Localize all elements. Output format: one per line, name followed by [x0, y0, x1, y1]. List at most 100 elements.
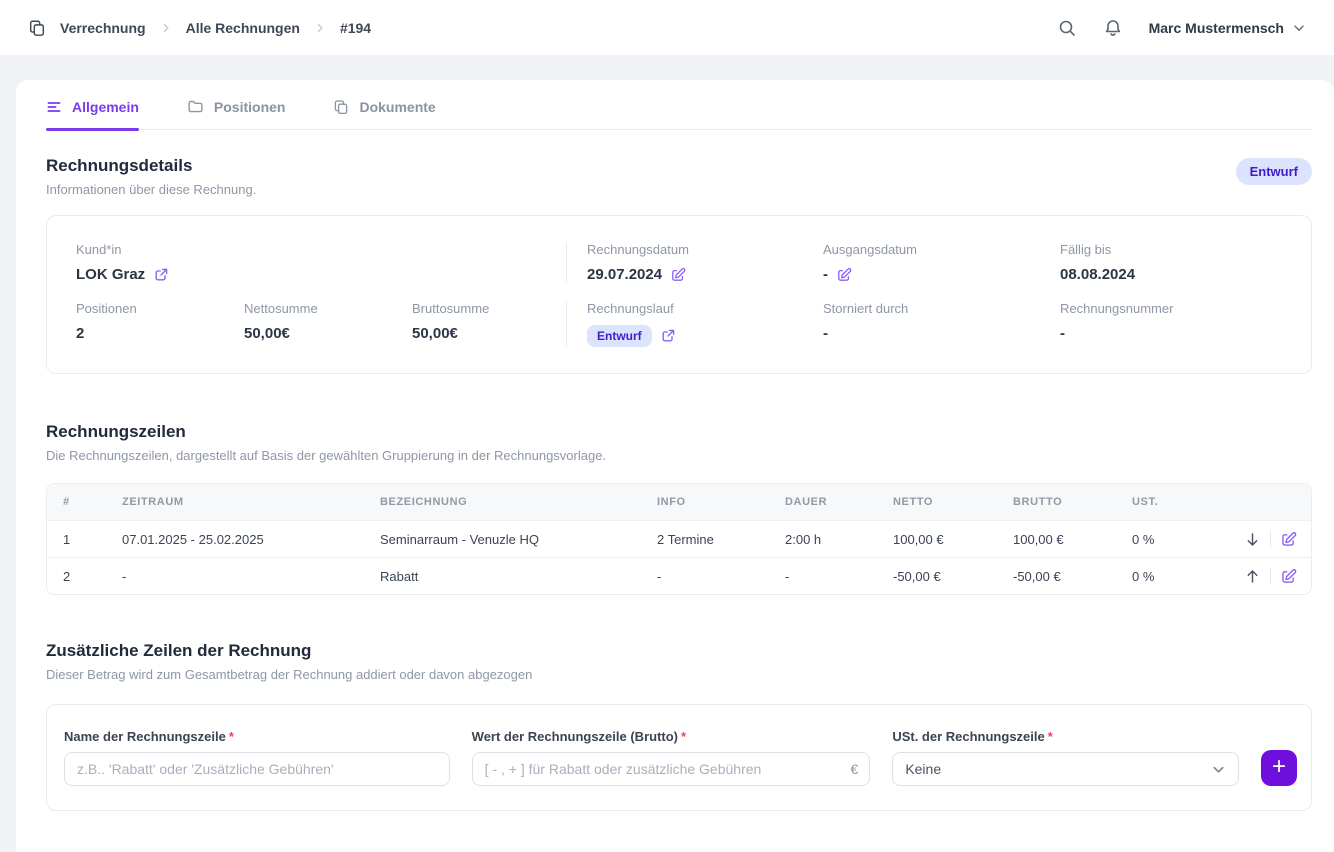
tab-positionen[interactable]: Positionen — [187, 98, 286, 129]
breadcrumb: Verrechnung Alle Rechnungen #194 — [28, 19, 371, 37]
bell-icon[interactable] — [1103, 18, 1123, 38]
section-title: Rechnungsdetails — [46, 156, 256, 176]
tab-dokumente[interactable]: Dokumente — [333, 98, 435, 129]
field-faellig-bis: Fällig bis 08.08.2024 — [1060, 242, 1311, 283]
invoice-lines-table: # ZEITRAUM BEZEICHNUNG INFO DAUER NETTO … — [46, 483, 1312, 595]
field-value: 08.08.2024 — [1060, 266, 1135, 283]
cell-dauer: - — [785, 569, 893, 584]
edit-icon[interactable] — [670, 267, 686, 283]
cell-ust: 0 % — [1132, 532, 1212, 547]
external-link-icon[interactable] — [153, 267, 169, 283]
tab-allgemein[interactable]: Allgemein — [46, 98, 139, 129]
cell-info: 2 Termine — [657, 532, 785, 547]
user-name: Marc Mustermensch — [1149, 20, 1284, 36]
lines-icon — [46, 99, 62, 115]
breadcrumb-item-verrechnung[interactable]: Verrechnung — [60, 20, 146, 36]
field-label: Rechnungsnummer — [1060, 301, 1311, 316]
field-storniert-durch: Storniert durch - — [823, 301, 1060, 347]
cell-brutto: -50,00 € — [1013, 569, 1132, 584]
column-header-info: INFO — [657, 496, 785, 508]
folder-icon — [187, 98, 204, 115]
section-title: Rechnungszeilen — [46, 422, 606, 442]
table-row: 1 07.01.2025 - 25.02.2025 Seminarraum - … — [47, 520, 1311, 557]
field-rechnungsdatum: Rechnungsdatum 29.07.2024 — [587, 242, 823, 283]
plus-icon: + — [1272, 755, 1286, 779]
column-header-brutto: BRUTTO — [1013, 496, 1132, 508]
top-bar: Verrechnung Alle Rechnungen #194 Marc Mu… — [0, 0, 1334, 55]
field-label: Rechnungslauf — [587, 301, 823, 316]
field-bruttosumme: Bruttosumme 50,00€ — [412, 301, 566, 347]
search-icon[interactable] — [1057, 18, 1077, 38]
rechnungslauf-status-badge: Entwurf — [587, 325, 652, 347]
field-label: Fällig bis — [1060, 242, 1311, 257]
field-positionen: Positionen 2 — [76, 301, 244, 347]
field-value: 50,00€ — [244, 325, 290, 342]
required-mark: * — [229, 729, 234, 744]
column-header-num: # — [63, 496, 122, 508]
cell-zeitraum: - — [122, 569, 380, 584]
cell-bezeichnung: Seminarraum - Venuzle HQ — [380, 532, 657, 547]
column-header-bezeichnung: BEZEICHNUNG — [380, 496, 657, 508]
cell-info: - — [657, 569, 785, 584]
edit-icon[interactable] — [1280, 568, 1297, 585]
name-field-label: Name der Rechnungszeile* — [64, 729, 450, 744]
field-value: - — [823, 266, 828, 283]
arrow-down-icon[interactable] — [1244, 531, 1261, 548]
lines-section-header: Rechnungszeilen Die Rechnungszeilen, dar… — [46, 422, 1312, 463]
user-menu[interactable]: Marc Mustermensch — [1149, 20, 1306, 36]
chevron-down-icon — [1292, 21, 1306, 35]
cell-ust: 0 % — [1132, 569, 1212, 584]
details-section-header: Rechnungsdetails Informationen über dies… — [46, 156, 1312, 197]
status-badge: Entwurf — [1236, 158, 1312, 185]
name-input[interactable] — [64, 752, 450, 786]
cell-netto: 100,00 € — [893, 532, 1013, 547]
tab-label: Positionen — [214, 99, 286, 115]
breadcrumb-item-alle-rechnungen[interactable]: Alle Rechnungen — [186, 20, 300, 36]
cell-brutto: 100,00 € — [1013, 532, 1132, 547]
field-label: Positionen — [76, 301, 244, 316]
field-label: Bruttosumme — [412, 301, 566, 316]
field-label: Ausgangsdatum — [823, 242, 1060, 257]
section-subtitle: Dieser Betrag wird zum Gesamtbetrag der … — [46, 667, 532, 682]
euro-suffix: € — [851, 761, 859, 777]
arrow-up-icon[interactable] — [1244, 568, 1261, 585]
extra-section-header: Zusätzliche Zeilen der Rechnung Dieser B… — [46, 641, 1312, 682]
table-header-row: # ZEITRAUM BEZEICHNUNG INFO DAUER NETTO … — [47, 484, 1311, 520]
cell-netto: -50,00 € — [893, 569, 1013, 584]
column-header-ust: UST. — [1132, 496, 1212, 508]
field-nettosumme: Nettosumme 50,00€ — [244, 301, 412, 347]
cell-bezeichnung: Rabatt — [380, 569, 657, 584]
breadcrumb-item-invoice-number: #194 — [340, 20, 371, 36]
pages-icon — [28, 19, 46, 37]
field-label: Storniert durch — [823, 301, 1060, 316]
cell-num: 2 — [63, 569, 122, 584]
column-header-dauer: DAUER — [785, 496, 893, 508]
wert-input[interactable] — [472, 752, 871, 786]
field-value: LOK Graz — [76, 266, 145, 283]
field-value: - — [823, 325, 828, 342]
field-label: Nettosumme — [244, 301, 412, 316]
cell-num: 1 — [63, 532, 122, 547]
section-title: Zusätzliche Zeilen der Rechnung — [46, 641, 532, 661]
ust-field-label: USt. der Rechnungszeile* — [892, 729, 1239, 744]
field-value: 50,00€ — [412, 325, 458, 342]
cell-dauer: 2:00 h — [785, 532, 893, 547]
chevron-right-icon — [160, 22, 172, 34]
ust-select-value: Keine — [905, 761, 941, 777]
add-line-button[interactable]: + — [1261, 750, 1297, 786]
invoice-detail-panel: Allgemein Positionen Dokumente Rechnungs… — [16, 80, 1334, 852]
external-link-icon[interactable] — [660, 328, 676, 344]
field-value: 29.07.2024 — [587, 266, 662, 283]
field-kunde: Kund*in LOK Graz — [76, 242, 566, 283]
wert-field-label: Wert der Rechnungszeile (Brutto)* — [472, 729, 871, 744]
field-label: Kund*in — [76, 242, 566, 257]
section-subtitle: Die Rechnungszeilen, dargestellt auf Bas… — [46, 448, 606, 463]
chevron-down-icon — [1211, 762, 1226, 777]
edit-icon[interactable] — [1280, 531, 1297, 548]
edit-icon[interactable] — [836, 267, 852, 283]
ust-select[interactable]: Keine — [892, 752, 1239, 786]
column-header-zeitraum: ZEITRAUM — [122, 496, 380, 508]
field-rechnungslauf: Rechnungslauf Entwurf — [587, 301, 823, 347]
field-value: - — [1060, 325, 1065, 342]
tab-label: Dokumente — [359, 99, 435, 115]
